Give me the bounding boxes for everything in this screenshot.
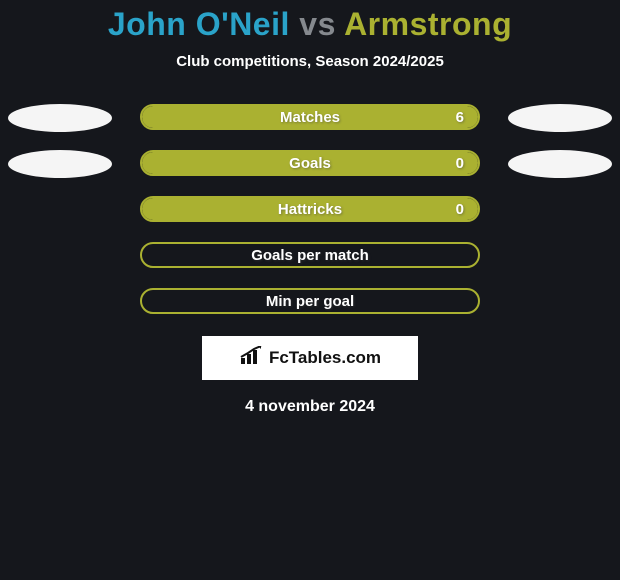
stat-value: 6 bbox=[456, 109, 464, 126]
stat-row: Goals 0 bbox=[0, 146, 620, 180]
stat-bar: Goals per match bbox=[140, 242, 480, 268]
stat-row: Min per goal bbox=[0, 284, 620, 318]
left-marker bbox=[8, 150, 112, 178]
date-label: 4 november 2024 bbox=[0, 398, 620, 416]
right-marker bbox=[508, 104, 612, 132]
chart-icon bbox=[239, 346, 265, 371]
stat-bar: Min per goal bbox=[140, 288, 480, 314]
stat-bar: Matches 6 bbox=[140, 104, 480, 130]
stat-label: Hattricks bbox=[278, 201, 342, 218]
stat-label: Min per goal bbox=[266, 293, 354, 310]
stat-row: Matches 6 bbox=[0, 100, 620, 134]
right-marker bbox=[508, 150, 612, 178]
stat-row: Hattricks 0 bbox=[0, 192, 620, 226]
stat-label: Goals per match bbox=[251, 247, 369, 264]
title-player1: John O'Neil bbox=[108, 6, 290, 42]
chart-area: Matches 6 Goals 0 Hattricks 0 Goals per match M… bbox=[0, 100, 620, 318]
container: John O'Neil vs Armstrong Club competitio… bbox=[0, 0, 620, 580]
subtitle: Club competitions, Season 2024/2025 bbox=[0, 53, 620, 70]
page-title: John O'Neil vs Armstrong bbox=[0, 0, 620, 43]
stat-value: 0 bbox=[456, 201, 464, 218]
stat-label: Goals bbox=[289, 155, 331, 172]
source-badge: FcTables.com bbox=[202, 336, 418, 380]
stat-bar: Goals 0 bbox=[140, 150, 480, 176]
title-vs: vs bbox=[299, 6, 336, 42]
source-badge-text: FcTables.com bbox=[269, 348, 381, 368]
left-marker bbox=[8, 104, 112, 132]
stat-bar: Hattricks 0 bbox=[140, 196, 480, 222]
stat-row: Goals per match bbox=[0, 238, 620, 272]
stat-label: Matches bbox=[280, 109, 340, 126]
title-player2: Armstrong bbox=[344, 6, 512, 42]
stat-value: 0 bbox=[456, 155, 464, 172]
